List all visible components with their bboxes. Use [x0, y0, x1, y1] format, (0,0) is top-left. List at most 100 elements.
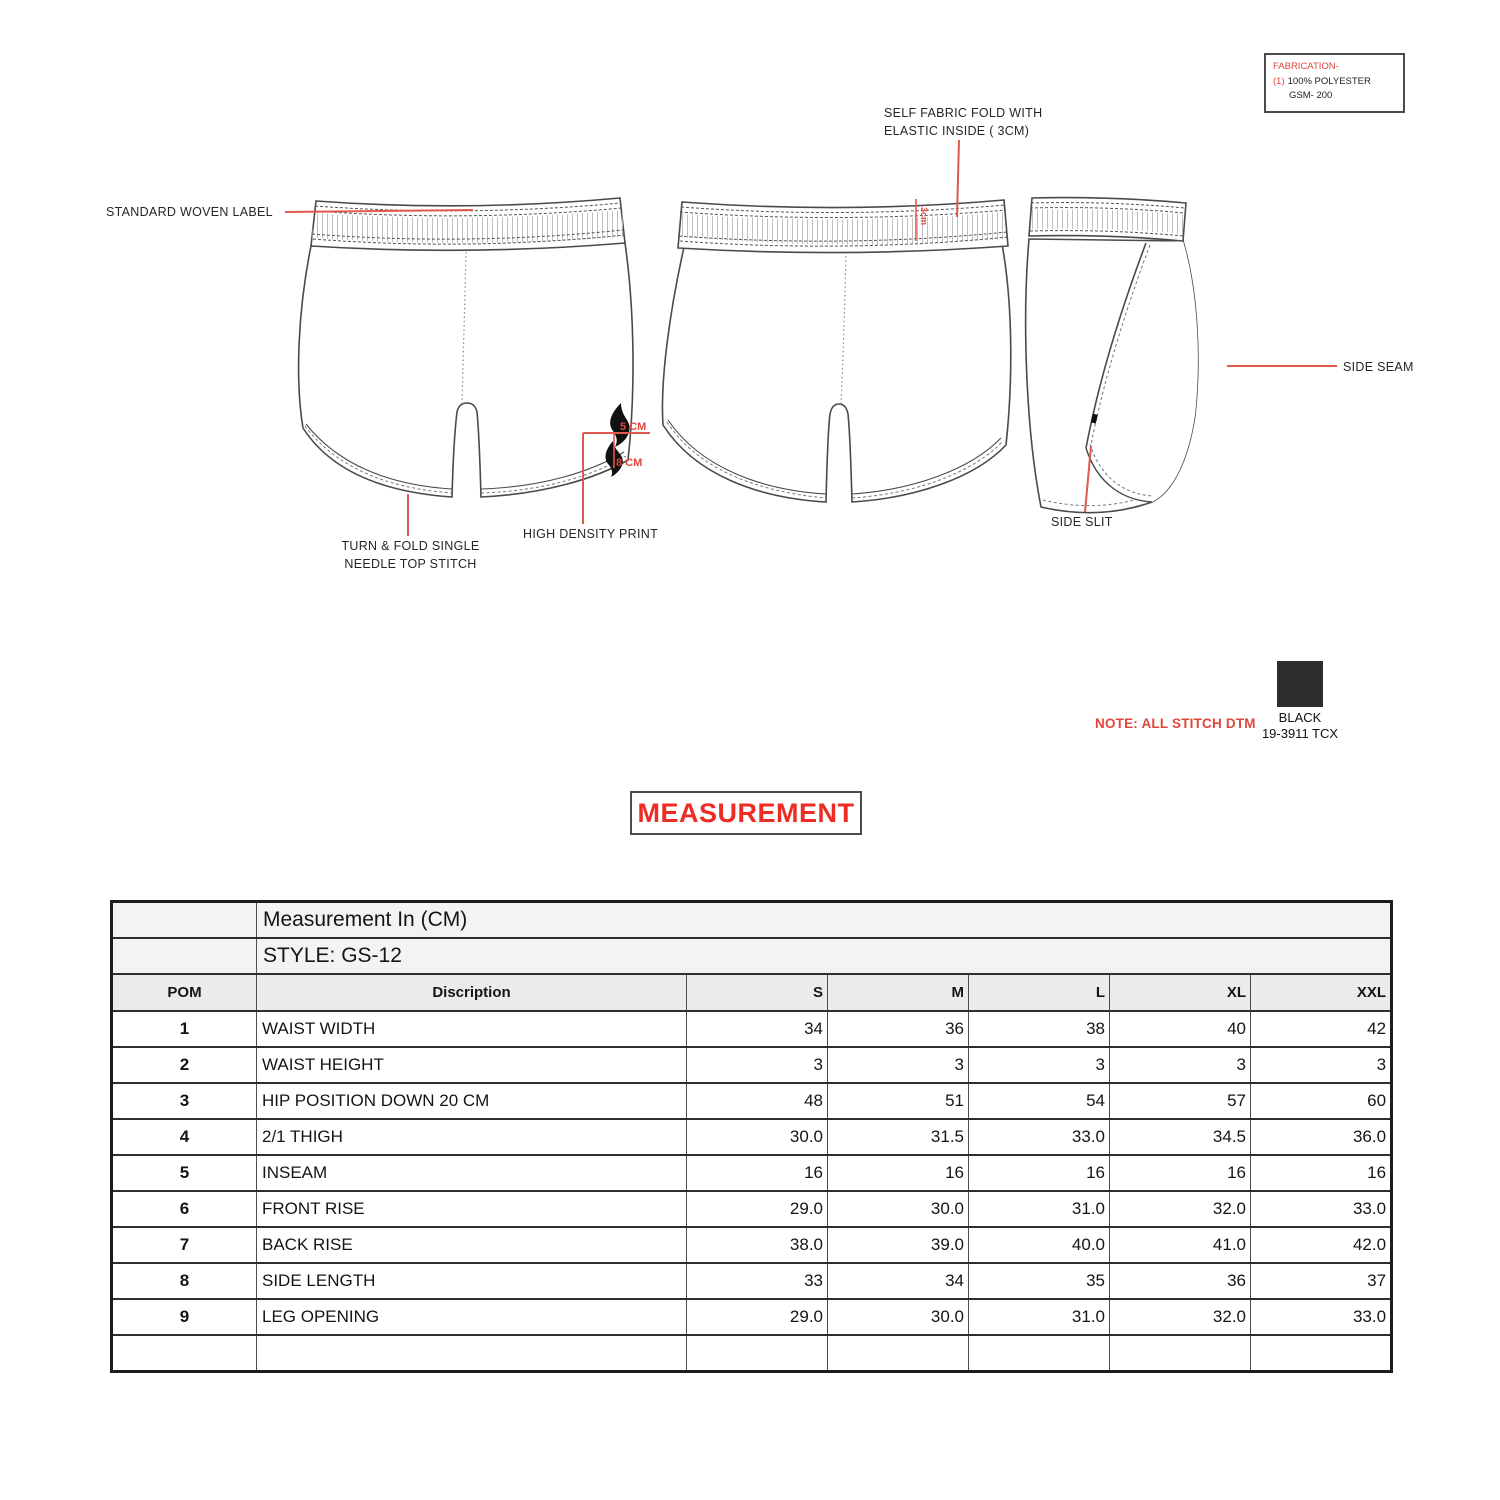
description-cell: LEG OPENING	[256, 1298, 687, 1336]
turn-fold-annotation: TURN & FOLD SINGLE NEEDLE TOP STITCH	[328, 538, 493, 573]
size-value-cell	[827, 1334, 969, 1373]
measurement-title: MEASUREMENT	[630, 791, 862, 835]
size-value-cell: 54	[968, 1082, 1110, 1120]
self-fabric-fold-line1: SELF FABRIC FOLD WITH	[884, 106, 1043, 120]
size-value-cell: 30.0	[686, 1118, 828, 1156]
table-header-row: POM Discription S M L XL XXL	[111, 973, 1393, 1012]
size-value-cell: 16	[1249, 1154, 1393, 1192]
fabrication-title: FABRICATION-	[1273, 61, 1339, 72]
turn-fold-line1: TURN & FOLD SINGLE	[341, 539, 480, 553]
size-value-cell: 31.0	[968, 1190, 1110, 1228]
turn-fold-line2: NEEDLE TOP STITCH	[344, 556, 477, 571]
size-value-cell	[1249, 1334, 1393, 1373]
description-cell: WAIST WIDTH	[256, 1010, 687, 1048]
table-style-label: STYLE: GS-12	[255, 937, 1393, 975]
size-value-cell: 33.0	[1249, 1298, 1393, 1336]
column-header-m: M	[827, 973, 969, 1012]
table-row: 9 LEG OPENING 29.0 30.0 31.0 32.0 33.0	[111, 1298, 1393, 1336]
size-value-cell: 34	[827, 1262, 969, 1300]
pom-cell: 5	[111, 1154, 257, 1192]
size-value-cell: 39.0	[827, 1226, 969, 1264]
size-value-cell: 40	[1109, 1010, 1251, 1048]
fabrication-box: FABRICATION- (1) 100% POLYESTER GSM- 200	[1264, 53, 1405, 114]
size-value-cell: 33.0	[1249, 1190, 1393, 1228]
self-fabric-fold-line2: ELASTIC INSIDE ( 3CM)	[884, 123, 1030, 138]
description-cell: SIDE LENGTH	[256, 1262, 687, 1300]
size-value-cell: 40.0	[968, 1226, 1110, 1264]
table-row: 4 2/1 THIGH 30.0 31.5 33.0 34.5 36.0	[111, 1118, 1393, 1156]
size-value-cell: 48	[686, 1082, 828, 1120]
size-value-cell: 31.5	[827, 1118, 969, 1156]
size-value-cell: 16	[968, 1154, 1110, 1192]
table-row: 8 SIDE LENGTH 33 34 35 36 37	[111, 1262, 1393, 1300]
size-value-cell: 32.0	[1109, 1190, 1251, 1228]
side-slit-annotation: SIDE SLIT	[1051, 515, 1113, 529]
size-value-cell: 38.0	[686, 1226, 828, 1264]
color-swatch-code: 19-3911 TCX	[1261, 726, 1339, 742]
description-cell: 2/1 THIGH	[256, 1118, 687, 1156]
back-view-drawing	[661, 199, 1012, 503]
pom-cell: 2	[111, 1046, 257, 1084]
column-header-l: L	[968, 973, 1110, 1012]
size-value-cell: 41.0	[1109, 1226, 1251, 1264]
size-value-cell: 60	[1249, 1082, 1393, 1120]
table-row: 6 FRONT RISE 29.0 30.0 31.0 32.0 33.0	[111, 1190, 1393, 1228]
size-value-cell: 33	[686, 1262, 828, 1300]
size-value-cell: 34	[686, 1010, 828, 1048]
size-value-cell: 35	[968, 1262, 1110, 1300]
pom-cell: 7	[111, 1226, 257, 1264]
size-value-cell: 34.5	[1109, 1118, 1251, 1156]
table-group-row: Measurement In (CM)	[111, 900, 1393, 939]
table-body: 1 WAIST WIDTH 34 36 38 40 42 2 WAIST HEIGHT 3 3 3 3 3…	[111, 1010, 1393, 1373]
description-cell: INSEAM	[256, 1154, 687, 1192]
description-cell: FRONT RISE	[256, 1190, 687, 1228]
description-cell	[256, 1334, 687, 1373]
table-group-title: Measurement In (CM)	[255, 900, 1393, 939]
fabrication-item-text: 100% POLYESTER	[1287, 75, 1371, 87]
size-value-cell: 36	[827, 1010, 969, 1048]
size-value-cell	[968, 1334, 1110, 1373]
table-row: 1 WAIST WIDTH 34 36 38 40 42	[111, 1010, 1393, 1048]
size-value-cell: 3	[686, 1046, 828, 1084]
high-density-print-annotation: HIGH DENSITY PRINT	[523, 527, 659, 541]
side-view-drawing	[1024, 196, 1199, 514]
size-value-cell: 29.0	[686, 1298, 828, 1336]
pom-cell: 3	[111, 1082, 257, 1120]
empty-corner-cell	[111, 900, 257, 939]
size-value-cell: 36.0	[1249, 1118, 1393, 1156]
measurement-table: Measurement In (CM) STYLE: GS-12 POM Dis…	[110, 900, 1394, 1373]
size-value-cell: 3	[968, 1046, 1110, 1084]
column-header-description: Discription	[256, 973, 687, 1012]
table-row: 2 WAIST HEIGHT 3 3 3 3 3	[111, 1046, 1393, 1084]
size-value-cell: 3	[827, 1046, 969, 1084]
description-cell: WAIST HEIGHT	[256, 1046, 687, 1084]
side-seam-annotation: SIDE SEAM	[1343, 360, 1414, 374]
fabrication-item-number: (1)	[1273, 75, 1285, 87]
size-value-cell: 38	[968, 1010, 1110, 1048]
dimension-8cm: 8 CM	[616, 457, 642, 469]
table-row: 3 HIP POSITION DOWN 20 CM 48 51 54 57 60	[111, 1082, 1393, 1120]
pom-cell: 6	[111, 1190, 257, 1228]
description-cell: BACK RISE	[256, 1226, 687, 1264]
stitch-dtm-note: NOTE: ALL STITCH DTM	[1095, 716, 1256, 731]
size-value-cell	[1109, 1334, 1251, 1373]
size-value-cell: 51	[827, 1082, 969, 1120]
shorts-technical-drawings: 5 CM 8 CM 3cm	[284, 139, 1337, 536]
pom-cell: 8	[111, 1262, 257, 1300]
column-header-pom: POM	[111, 973, 257, 1012]
size-value-cell: 37	[1249, 1262, 1393, 1300]
self-fabric-fold-annotation: SELF FABRIC FOLD WITH ELASTIC INSIDE ( 3…	[884, 105, 1042, 140]
empty-cell	[111, 937, 257, 975]
table-row: 5 INSEAM 16 16 16 16 16	[111, 1154, 1393, 1192]
column-header-xxl: XXL	[1249, 973, 1393, 1012]
size-value-cell: 42	[1249, 1010, 1393, 1048]
size-value-cell: 42.0	[1249, 1226, 1393, 1264]
fabrication-gsm: GSM- 200	[1289, 90, 1333, 102]
color-swatch-labels: BLACK 19-3911 TCX	[1245, 710, 1355, 743]
size-value-cell: 16	[686, 1154, 828, 1192]
annotation-leader-lines	[284, 139, 1337, 536]
standard-woven-label-annotation: STANDARD WOVEN LABEL	[106, 205, 273, 219]
size-value-cell: 33.0	[968, 1118, 1110, 1156]
column-header-s: S	[686, 973, 828, 1012]
